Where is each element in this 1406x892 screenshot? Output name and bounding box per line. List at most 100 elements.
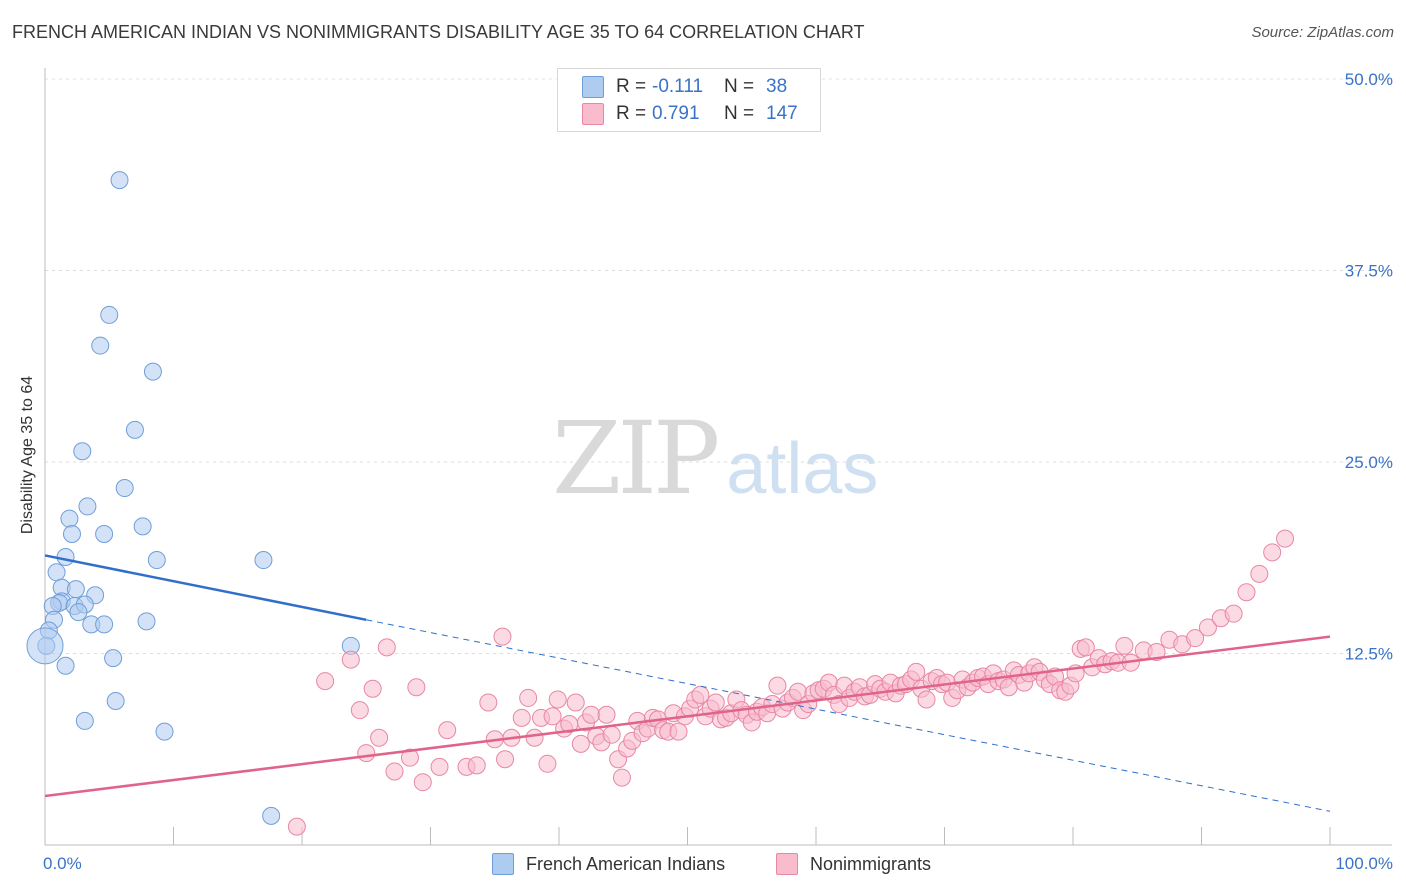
data-point xyxy=(91,336,110,355)
data-point xyxy=(430,757,449,776)
tick-labels: 12.5% 25.0% 37.5% 50.0% 0.0% 100.0% xyxy=(43,70,1393,873)
data-point xyxy=(370,728,389,747)
legend-r-value: 0.791 xyxy=(652,103,700,124)
watermark: ZIP atlas xyxy=(552,400,878,517)
legend-r-value: -0.111 xyxy=(652,76,704,97)
data-point xyxy=(95,615,114,634)
data-point xyxy=(1276,529,1295,548)
data-point xyxy=(143,362,162,381)
data-point xyxy=(357,744,376,763)
data-point xyxy=(104,649,123,668)
data-point xyxy=(706,693,725,712)
legend-n-value: 147 xyxy=(766,103,798,124)
data-point xyxy=(582,705,601,724)
legend-r-label: R = xyxy=(616,76,647,97)
data-point xyxy=(493,627,512,646)
data-point xyxy=(350,701,369,720)
legend-n-value: 38 xyxy=(766,76,788,97)
data-point xyxy=(400,748,419,767)
data-point xyxy=(262,806,281,825)
data-point xyxy=(47,563,66,582)
data-point xyxy=(917,690,936,709)
data-point xyxy=(1076,638,1095,657)
data-point xyxy=(669,722,688,741)
x-tick-label: 100.0% xyxy=(1335,854,1393,873)
y-tick-label: 25.0% xyxy=(1345,453,1393,472)
x-tick-label: 0.0% xyxy=(43,854,82,873)
data-point xyxy=(519,688,538,707)
data-point xyxy=(691,685,710,704)
data-point xyxy=(496,750,515,769)
data-point xyxy=(612,768,631,787)
data-point xyxy=(66,580,85,599)
data-point xyxy=(377,638,396,657)
data-point xyxy=(110,171,129,190)
data-point xyxy=(1186,629,1205,648)
stats-legend: R = -0.111 N = 38 R = 0.791 N = 147 xyxy=(557,68,821,132)
data-point xyxy=(147,551,166,570)
series-french-american-indians xyxy=(26,171,360,825)
data-point xyxy=(106,691,125,710)
data-point xyxy=(316,672,335,691)
data-point xyxy=(571,734,590,753)
data-point xyxy=(78,497,97,516)
legend-swatch-french xyxy=(582,76,604,98)
legend-n-label: N = xyxy=(724,76,755,97)
data-point xyxy=(525,728,544,747)
watermark-zip: ZIP xyxy=(552,400,720,517)
data-point xyxy=(69,603,88,622)
data-point xyxy=(1250,564,1269,583)
trend-line-nonimmigrants xyxy=(44,635,1331,798)
y-tick-label: 37.5% xyxy=(1345,262,1393,281)
data-point xyxy=(1263,543,1282,562)
data-point xyxy=(512,708,531,727)
trend-line-french-extrapolated xyxy=(366,619,1331,812)
data-point xyxy=(1147,642,1166,661)
data-point xyxy=(115,479,134,498)
series-nonimmigrants xyxy=(287,529,1295,836)
axes xyxy=(44,68,1392,846)
data-point xyxy=(60,509,79,528)
data-point xyxy=(543,707,562,726)
data-point xyxy=(538,754,557,773)
y-tick-label: 50.0% xyxy=(1345,70,1393,89)
legend-swatch-nonimmigrants xyxy=(582,103,604,125)
data-point xyxy=(287,817,306,836)
data-point xyxy=(768,676,787,695)
data-point xyxy=(1224,604,1243,623)
data-point xyxy=(597,705,616,724)
data-point xyxy=(56,547,75,566)
data-point xyxy=(467,756,486,775)
data-point xyxy=(137,612,156,631)
data-point xyxy=(602,725,621,744)
data-point xyxy=(413,773,432,792)
data-point xyxy=(1237,583,1256,602)
legend-r-label: R = xyxy=(616,103,647,124)
trend-layer xyxy=(44,554,1331,812)
chart-title: FRENCH AMERICAN INDIAN VS NONIMMIGRANTS … xyxy=(12,22,865,42)
data-point xyxy=(438,721,457,740)
data-point xyxy=(341,650,360,669)
gridlines xyxy=(45,78,1392,654)
data-point xyxy=(548,690,567,709)
data-point xyxy=(479,693,498,712)
data-point xyxy=(133,517,152,536)
data-point xyxy=(100,305,119,324)
data-point xyxy=(26,627,64,665)
bottom-legend-nonimmigrants: Nonimmigrants xyxy=(776,852,931,876)
data-point xyxy=(73,442,92,461)
trend-line-french xyxy=(44,554,367,622)
data-point xyxy=(254,551,273,570)
watermark-atlas: atlas xyxy=(726,429,879,509)
y-tick-label: 12.5% xyxy=(1345,645,1393,664)
data-point xyxy=(907,662,926,681)
series-layer xyxy=(26,171,1295,836)
data-point xyxy=(62,525,81,544)
data-point xyxy=(125,420,144,439)
legend-n-label: N = xyxy=(724,103,755,124)
data-point xyxy=(155,722,174,741)
bottom-legend-label-nonimmigrants: Nonimmigrants xyxy=(810,853,932,874)
data-point xyxy=(75,711,94,730)
bottom-legend-label-french: French American Indians xyxy=(526,853,726,874)
